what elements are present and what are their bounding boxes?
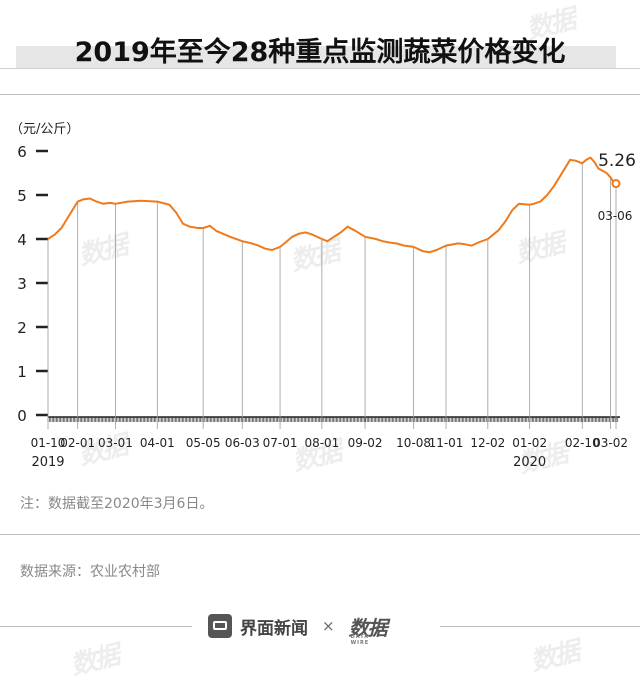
jiemian-logo-icon	[208, 614, 232, 638]
end-date-label: 03-06	[598, 209, 633, 223]
y-tick-label-0: 0	[17, 407, 27, 425]
x-tick-label-10-08: 10-08	[396, 436, 431, 450]
x-tick-label-02-10: 02-10	[565, 436, 600, 450]
x-tick-label-09-02: 09-02	[348, 436, 383, 450]
x-tick-label-03-02: 03-02	[593, 436, 628, 450]
source-text: 数据来源：农业农村部	[20, 564, 160, 580]
end-value-label: 5.26	[598, 151, 636, 171]
datawire-logo-sub: DATA WIRE	[350, 633, 370, 646]
y-tick-label-6: 6	[17, 143, 27, 161]
y-tick-label-4: 4	[17, 231, 27, 249]
title-highlight	[16, 46, 616, 68]
x-tick-label-04-01: 04-01	[140, 436, 175, 450]
footer-line-right	[440, 626, 640, 627]
times-symbol: ×	[322, 617, 335, 635]
x-tick-label-07-01: 07-01	[263, 436, 298, 450]
datawire-logo-text: 数据	[348, 615, 388, 640]
x-tick-label-02-01: 02-01	[60, 436, 95, 450]
series-line	[47, 156, 617, 254]
y-axis-label: （元/公斤）	[10, 122, 79, 137]
x-tick-label-12-02: 12-02	[470, 436, 505, 450]
chart-title: 2019年至今28种重点监测蔬菜价格变化	[74, 37, 566, 68]
datawire-logo: 数据 DATA WIRE	[348, 612, 388, 646]
x-tick-label-05-05: 05-05	[186, 436, 221, 450]
end-point-marker	[611, 179, 621, 189]
x-tick-label-01-10: 01-10	[31, 436, 66, 450]
footer-line-left	[0, 626, 192, 627]
brand-name: 界面新闻	[240, 618, 308, 639]
y-tick-label-3: 3	[17, 275, 27, 293]
x-tick-label-03-01: 03-01	[98, 436, 133, 450]
year-label-2019: 2019	[31, 455, 64, 470]
chart-top-divider	[0, 94, 640, 95]
year-label-2020: 2020	[513, 455, 546, 470]
title-underline	[0, 68, 640, 69]
watermark-8: 数据	[527, 636, 582, 678]
x-tick-label-01-02: 01-02	[512, 436, 547, 450]
x-tick-label-06-03: 06-03	[225, 436, 260, 450]
y-tick-label-2: 2	[17, 319, 27, 337]
footer-brand: 界面新闻 × 数据 DATA WIRE	[208, 612, 388, 646]
x-tick-label-11-01: 11-01	[429, 436, 464, 450]
note-text: 注：数据截至2020年3月6日。	[20, 496, 214, 512]
divider	[0, 534, 640, 535]
x-tick-label-08-01: 08-01	[304, 436, 339, 450]
y-tick-label-5: 5	[17, 187, 27, 205]
y-tick-label-1: 1	[17, 363, 27, 381]
